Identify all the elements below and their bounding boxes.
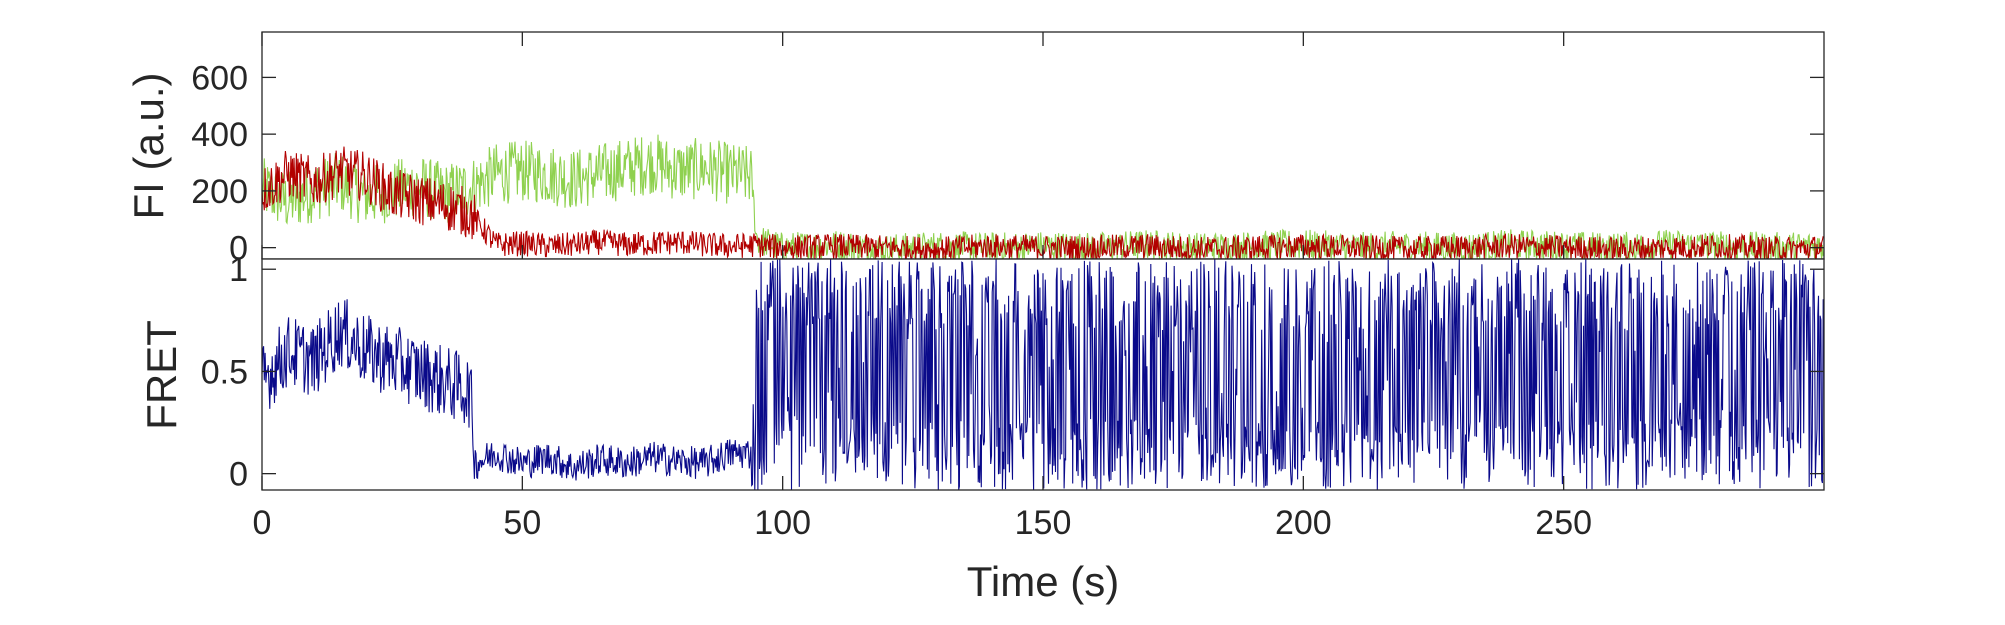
x-tick-label: 200 <box>1275 504 1332 542</box>
fret-traces <box>261 258 1824 490</box>
fluorescence-y-ticks: 0 200 400 600 <box>191 59 1824 268</box>
x-tick-label: 150 <box>1015 504 1072 542</box>
time-x-axis-title: Time (s) <box>967 558 1119 605</box>
fret-y-tick-label: 0 <box>229 456 248 494</box>
fluorescence-y-tick-label: 600 <box>191 59 248 97</box>
fluorescence-y-tick-label: 0 <box>229 230 248 268</box>
fret-x-ticks: 0 50 100 150 200 250 <box>253 32 1592 542</box>
fret-y-ticks: 00.51 <box>201 251 1824 494</box>
fret-panel: 00.51 0 50 100 150 200 250 FRET Time (s) <box>138 32 1825 605</box>
fluorescence-y-tick-label: 400 <box>191 116 248 154</box>
fret-y-axis-title: FRET <box>138 320 185 430</box>
x-tick-label: 100 <box>754 504 811 542</box>
fret-y-tick-label: 0.5 <box>201 353 248 391</box>
fret-efficiency-trace <box>261 258 1824 490</box>
fluorescence-y-axis-title: FI (a.u.) <box>125 72 172 219</box>
fret-y-tick-label: 1 <box>229 251 248 289</box>
fluorescence-y-tick-label: 200 <box>191 173 248 211</box>
fluorescence-axes-background <box>262 32 1824 259</box>
x-tick-label: 50 <box>503 504 541 542</box>
x-tick-label: 250 <box>1535 504 1592 542</box>
fluorescence-panel: 0 200 400 600 FI (a.u.) <box>125 31 1825 268</box>
x-tick-label: 0 <box>253 504 272 542</box>
